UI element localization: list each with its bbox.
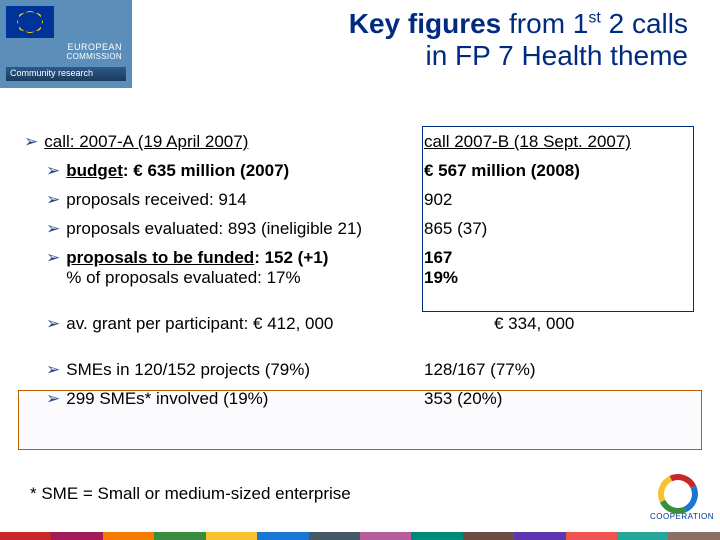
row-right: 902 [424,190,674,210]
title-sup: st [588,10,600,27]
row-right: 865 (37) [424,219,674,239]
bullet-arrow-icon: ➢ [46,248,60,288]
stripe-segment [668,532,719,540]
title-line2: in FP 7 Health theme [132,40,688,72]
bullet-arrow-icon: ➢ [24,132,38,152]
stripe-segment [257,532,308,540]
logo-bar: Community research [6,67,126,81]
bullet-arrow-icon: ➢ [46,219,60,239]
row-right: € 334, 000 [424,314,674,334]
spacer [24,343,674,351]
bullet-arrow-icon: ➢ [46,360,60,380]
row-left-text: 299 SMEs* involved (19%) [66,389,268,409]
row-right: 128/167 (77%) [424,360,674,380]
row-left: ➢ 299 SMEs* involved (19%) [24,389,424,409]
row-left-text: budget: € 635 million (2007) [66,161,289,181]
stripe-segment [514,532,565,540]
stripe-segment [206,532,257,540]
fp7-logo: COOPERATION [650,474,706,530]
title-rest1: 2 calls [601,8,688,39]
stripe-segment [463,532,514,540]
bullet-arrow-icon: ➢ [46,161,60,181]
footer-stripe [0,532,720,540]
stripe-segment [566,532,617,540]
title-from: from 1 [501,8,588,39]
row-left-text: SMEs in 120/152 projects (79%) [66,360,310,380]
bullet-arrow-icon: ➢ [46,314,60,334]
slide-title: Key figures from 1st 2 calls in FP 7 Hea… [132,0,720,72]
bullet-arrow-icon: ➢ [46,190,60,210]
row-left: ➢ SMEs in 120/152 projects (79%) [24,360,424,380]
row-left-text: call: 2007-A (19 April 2007) [44,132,248,152]
stripe-segment [617,532,668,540]
row-left: ➢proposals to be funded: 152 (+1)% of pr… [24,248,424,288]
row-left-text: av. grant per participant: € 412, 000 [66,314,333,334]
bullet-arrow-icon: ➢ [46,389,60,409]
row-right: 353 (20%) [424,389,674,409]
row-left-text: proposals received: 914 [66,190,247,210]
row-left: ➢ budget: € 635 million (2007) [24,161,424,181]
stripe-segment [309,532,360,540]
row-left: ➢ call: 2007-A (19 April 2007) [24,132,424,152]
title-key-figures: Key figures [349,8,502,39]
header: EUROPEAN COMMISSION Community research K… [0,0,720,88]
eu-flag-icon [6,6,54,38]
logo-text-2: COMMISSION [6,52,126,61]
stripe-segment [51,532,102,540]
stripe-segment [411,532,462,540]
row-left: ➢ proposals evaluated: 893 (ineligible 21… [24,219,424,239]
content-table: ➢ call: 2007-A (19 April 2007) call 2007-B… [24,132,696,409]
row-left: ➢ av. grant per participant: € 412, 000 [24,314,424,334]
spacer [24,297,674,305]
row-right: € 567 million (2008) [424,161,674,181]
ec-logo: EUROPEAN COMMISSION Community research [0,0,132,88]
row-right: 16719% [424,248,674,288]
stripe-segment [0,532,51,540]
stripe-segment [154,532,205,540]
row-right: call 2007-B (18 Sept. 2007) [424,132,674,152]
row-left-text: proposals to be funded: 152 (+1)% of pro… [66,248,328,288]
stripe-segment [103,532,154,540]
stripe-segment [360,532,411,540]
row-left: ➢ proposals received: 914 [24,190,424,210]
footnote: * SME = Small or medium-sized enterprise [30,484,351,504]
logo-text-1: EUROPEAN [6,42,126,52]
row-left-text: proposals evaluated: 893 (ineligible 21) [66,219,362,239]
